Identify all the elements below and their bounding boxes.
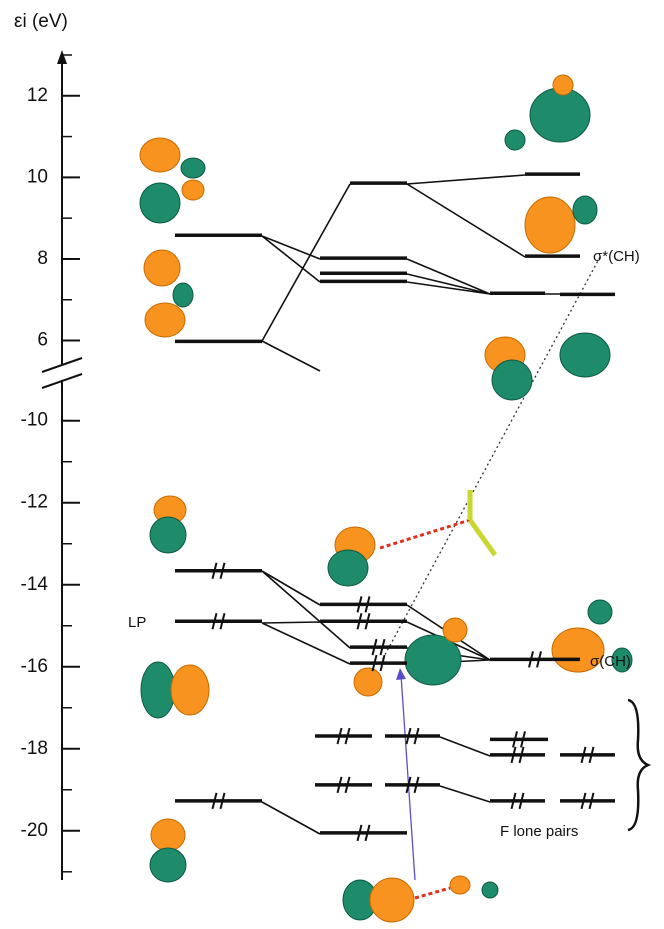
- f-lone-pairs-label: F lone pairs: [500, 823, 578, 840]
- tick-label: -18: [21, 738, 48, 759]
- axis-arrow: [57, 50, 67, 64]
- tick-label: -12: [21, 492, 48, 513]
- tick-label: 6: [37, 330, 48, 351]
- diagram: εi (eV) LP σ*(CH) σ(CH) F lone pairs 12 1…: [0, 0, 664, 929]
- tick-label: 10: [27, 166, 48, 187]
- tick-label: -20: [21, 820, 48, 841]
- brace: [628, 700, 648, 830]
- tick-label: -10: [21, 410, 48, 431]
- axis-label: εi (eV): [14, 11, 68, 32]
- lp-label: LP: [128, 614, 146, 631]
- page: εi (eV) LP σ*(CH) σ(CH) F lone pairs 12 1…: [0, 0, 664, 929]
- tick-label: 8: [37, 248, 48, 269]
- orbital-pictures: [140, 75, 632, 922]
- tick-label: -16: [21, 656, 48, 677]
- connectors: [262, 175, 600, 880]
- sigma-label: σ(CH): [590, 653, 631, 670]
- tick-label: 12: [27, 85, 48, 106]
- sigma-star-label: σ*(CH): [593, 248, 640, 265]
- tick-label: -14: [21, 574, 49, 595]
